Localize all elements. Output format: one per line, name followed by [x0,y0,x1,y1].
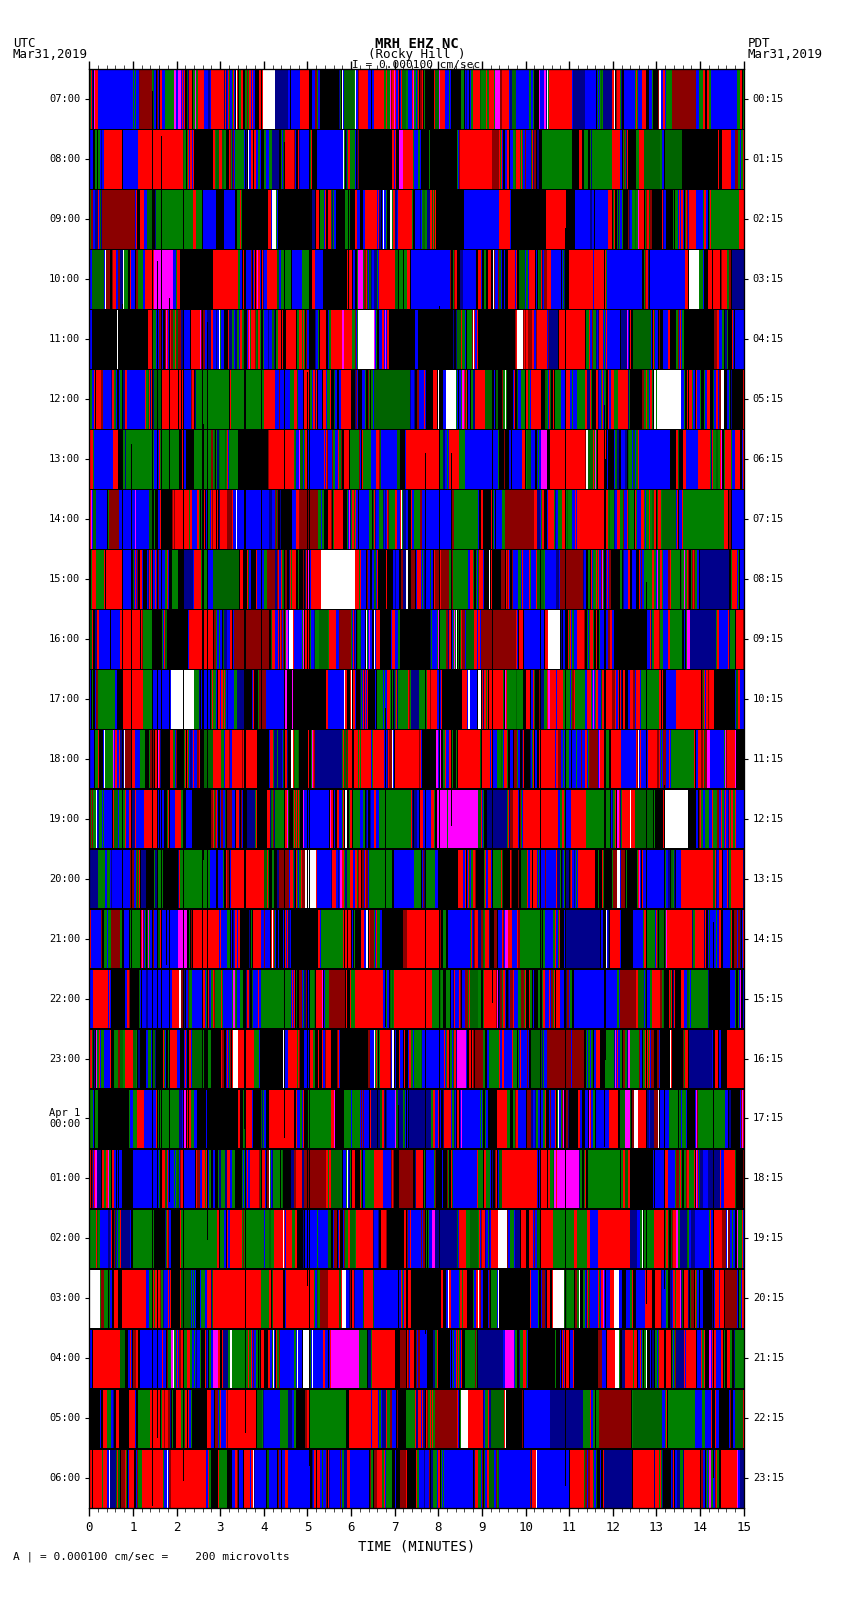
Text: Mar31,2019: Mar31,2019 [13,48,88,61]
Text: (Rocky Hill ): (Rocky Hill ) [368,48,465,61]
Text: I = 0.000100 cm/sec: I = 0.000100 cm/sec [353,60,480,69]
Text: PDT: PDT [748,37,770,50]
Text: UTC: UTC [13,37,35,50]
Text: Mar31,2019: Mar31,2019 [748,48,823,61]
Text: A | = 0.000100 cm/sec =    200 microvolts: A | = 0.000100 cm/sec = 200 microvolts [13,1552,290,1563]
Text: MRH EHZ NC: MRH EHZ NC [375,37,458,52]
X-axis label: TIME (MINUTES): TIME (MINUTES) [358,1540,475,1553]
